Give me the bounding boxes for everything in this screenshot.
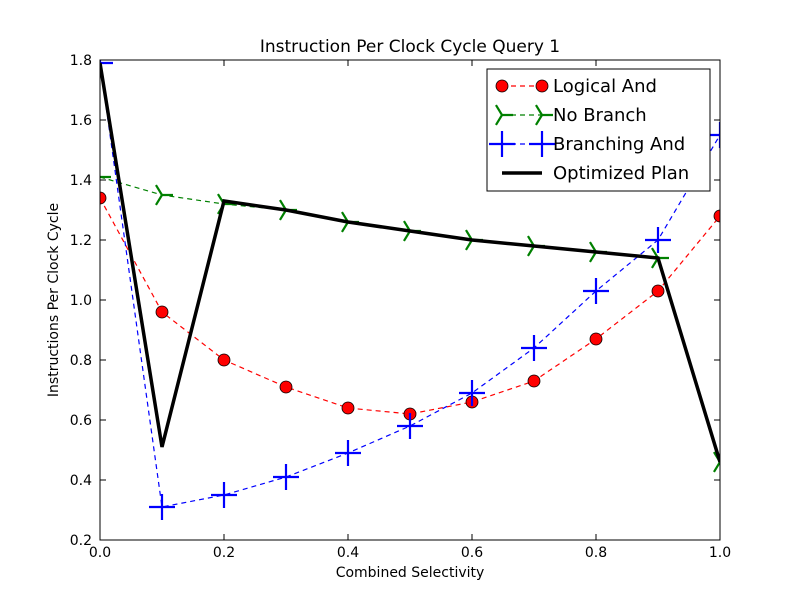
y-tick-label: 0.6 (70, 413, 92, 429)
x-tick-label: 0.4 (337, 545, 359, 561)
series-layer (100, 60, 720, 520)
series-line (100, 197, 720, 415)
y-axis-label: Instructions Per Clock Cycle (46, 203, 62, 397)
chart-title: Instruction Per Clock Cycle Query 1 (260, 37, 560, 57)
data-point (100, 60, 113, 76)
data-point (100, 174, 111, 180)
legend-marker (535, 79, 549, 93)
legend-label: Branching And (553, 134, 685, 155)
data-point (335, 440, 361, 466)
y-tick-label: 1.2 (70, 233, 92, 249)
series-line (100, 62, 720, 463)
y-tick-label: 1.4 (70, 173, 92, 189)
x-tick-label: 0.0 (89, 545, 111, 561)
data-point (527, 374, 541, 388)
series-optimized-plan (100, 62, 720, 463)
data-point (583, 278, 609, 304)
data-point (149, 494, 175, 520)
legend-box (486, 68, 711, 192)
legend-marker (529, 131, 555, 157)
data-point (155, 305, 169, 319)
legend-item: Optimized Plan (502, 163, 689, 184)
legend-label: Optimized Plan (553, 163, 689, 184)
y-tick-label: 1.0 (70, 293, 92, 309)
y-tick-label: 1.6 (70, 113, 92, 129)
data-point (651, 284, 665, 298)
y-tick-label: 1.8 (70, 53, 92, 69)
legend-marker (495, 104, 513, 126)
legend-item: No Branch (495, 104, 647, 126)
data-point (459, 380, 485, 406)
series-line (100, 62, 720, 508)
x-tick-label: 0.2 (213, 545, 235, 561)
data-point (155, 184, 173, 206)
plot-area (100, 60, 720, 520)
legend-item: Branching And (489, 131, 685, 157)
legend-marker (489, 131, 515, 157)
data-point (211, 482, 237, 508)
data-point (341, 401, 355, 415)
data-point (521, 335, 547, 361)
data-point (397, 413, 423, 439)
x-axis-label: Combined Selectivity (336, 565, 485, 581)
series-branching-and (100, 60, 720, 520)
y-tick-label: 0.2 (70, 533, 92, 549)
legend-label: Logical And (553, 76, 657, 97)
data-point (279, 380, 293, 394)
legend-item: Logical And (495, 76, 657, 97)
y-tick-label: 0.8 (70, 353, 92, 369)
legend-marker (535, 104, 553, 126)
x-tick-label: 0.8 (585, 545, 607, 561)
legend-label: No Branch (553, 105, 647, 126)
data-point (713, 209, 720, 223)
legend: Logical And No Branch Branching And Optimiz… (486, 68, 711, 192)
y-tick-label: 0.4 (70, 473, 92, 489)
data-point (645, 227, 671, 253)
data-point (100, 191, 107, 205)
legend-marker (495, 79, 509, 93)
data-point (589, 332, 603, 346)
legend-items: Logical And No Branch Branching And Optimiz… (489, 76, 689, 184)
data-point (707, 122, 720, 148)
x-tick-label: 1.0 (709, 545, 731, 561)
data-point (273, 464, 299, 490)
series-logical-and (100, 191, 720, 421)
ticks-layer: 0.0 0.2 0.4 0.6 0.8 1.00.20.40.60.81.01.21.41… (70, 53, 731, 561)
data-point (217, 353, 231, 367)
x-tick-label: 0.6 (461, 545, 483, 561)
